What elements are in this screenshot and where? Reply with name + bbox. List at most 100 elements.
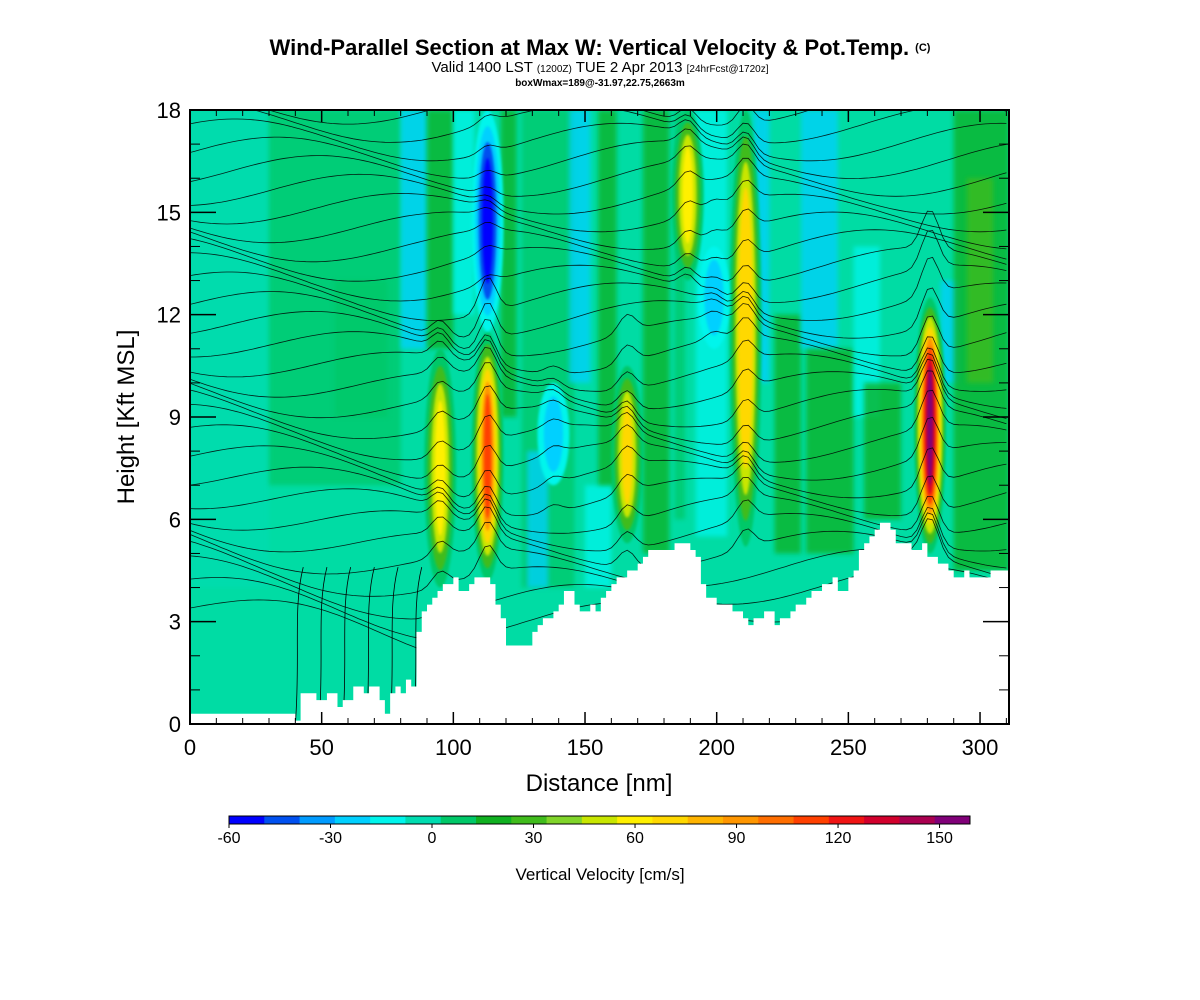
title-block: Wind-Parallel Section at Max W: Vertical… [0,36,1200,90]
x-tick-label: 250 [830,735,867,760]
colorbar-swatch [899,816,936,824]
utc-time: (1200Z) [536,64,572,75]
x-tick-label: 150 [567,735,604,760]
isentrope-line [190,118,1007,162]
isentrope-line [190,143,1007,197]
y-tick-label: 18 [157,98,181,123]
colorbar-tick-label: 120 [825,830,852,847]
chart-subtitle: Valid 1400 LST (1200Z) TUE 2 Apr 2013 [2… [0,60,1200,78]
field-band [334,280,388,417]
colorbar-swatch [334,816,371,824]
isentrope-line [190,52,1006,90]
isentrope-line [190,346,1007,410]
isentrope-line [190,339,1007,392]
isentrope-line [190,230,1007,304]
field-band [190,110,270,588]
isentrope-line [190,506,1007,569]
field-band [427,110,454,349]
isentrope-line [190,358,1007,428]
isentrope-line [252,110,1007,144]
isentrope-line [190,128,1007,180]
x-tick-label: 0 [184,735,196,760]
isentrope-line [190,206,1007,250]
colorbar-swatch [723,816,759,824]
y-tick-label: 6 [169,507,181,532]
isentrope-line [190,222,1007,267]
colorbar-swatch [476,816,512,824]
colorbar-tick-label: 0 [428,830,437,847]
valid-date: TUE 2 Apr 2013 [575,59,683,76]
isentrope-line [294,566,304,724]
updraft-core [483,393,492,519]
field-band [774,314,801,554]
colorbar-tick-label: 30 [525,830,543,847]
colorbar-swatch [405,816,442,824]
isentrope-line [190,210,1007,282]
y-axis-title: Height [Kft MSL] [113,330,140,505]
isentrope-line [190,303,1007,357]
field-band [400,110,428,349]
y-tick-label: 12 [157,303,181,328]
colorbar-swatch [758,816,795,824]
isentrope-line [190,256,1007,321]
field-band [864,382,902,520]
colorbar-tick-label: -30 [319,830,342,847]
x-tick-label: 300 [962,735,999,760]
chart-title-text: Wind-Parallel Section at Max W: Vertical… [269,35,910,60]
field-band [569,110,591,383]
downdraft-core [482,158,493,284]
field-band [527,451,549,588]
x-tick-label: 50 [309,735,333,760]
colorbar-swatch [229,816,265,824]
colorbar-swatch [617,816,653,824]
updraft-core [927,366,933,485]
field-band [674,110,686,520]
field-band [966,178,994,383]
isentrope-line [190,498,1007,552]
isentrope-line [190,477,1007,534]
colorbar-swatch [299,816,336,824]
velocity-field [190,110,1009,588]
colorbar-tick-label: 90 [728,830,746,847]
updraft-core [741,213,751,444]
axes: 0 50 100 150 200 250 300 0 3 6 9 12 15 18 [157,98,1009,760]
plot-area [190,35,1009,724]
valid-time: Valid 1400 LST [431,59,533,76]
forecast-info: [24hrFcst@1720z] [686,64,769,75]
terrain-mask [190,522,1009,724]
colorbar-swatch [264,816,301,824]
y-tick-label: 3 [169,610,181,635]
colorbar-tick-label: -60 [217,830,240,847]
colorbar-title: Vertical Velocity [cm/s] [515,865,684,884]
copyright-mark: (C) [915,42,931,54]
y-tick-label: 0 [169,712,181,737]
field-band [806,348,854,554]
isentrope-line [190,63,1006,107]
isentrope-line [190,157,1007,215]
colorbar-swatch [864,816,900,824]
isentrope-line [190,389,1007,463]
colorbar-swatch [934,816,971,824]
isentrope-line [190,416,1007,481]
colorbar-swatch [370,816,406,824]
field-band [585,485,612,588]
isentrope-line [267,110,812,126]
colorbar-tick-label: 60 [626,830,644,847]
colorbar-swatch [546,816,583,824]
isentrope-line [190,317,1007,374]
colorbar-swatch [828,816,865,824]
field-band [500,110,517,417]
field-band [642,110,670,554]
isentrope-line [190,445,1007,499]
x-axis-title: Distance [nm] [526,770,673,797]
colorbar-swatch [581,816,618,824]
colorbar-swatch [793,816,830,824]
wmax-note: boxWmax=189@-31.97,22.75,2663m [515,78,685,89]
isentrope-line [190,287,1007,339]
chart-title: Wind-Parallel Section at Max W: Vertical… [0,36,1200,60]
isentrope-line [190,35,1006,73]
updraft-core [682,146,694,244]
y-tick-label: 9 [169,405,181,430]
isentrope-line [190,179,1007,233]
